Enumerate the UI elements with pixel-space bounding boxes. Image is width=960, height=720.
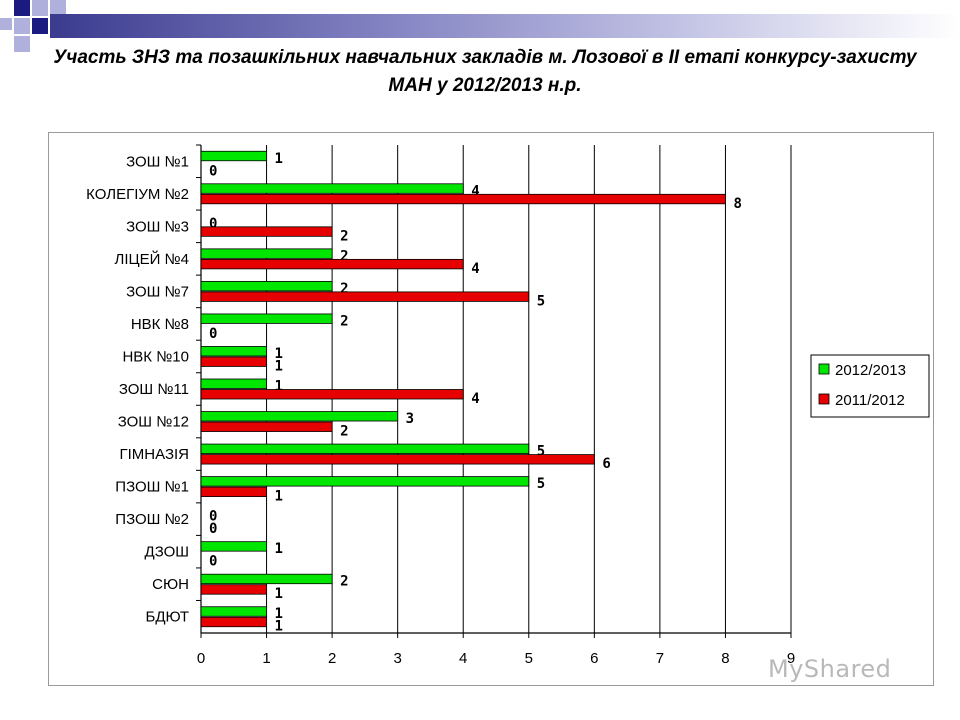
x-tick-label: 2 (328, 650, 336, 667)
data-label: 0 (209, 554, 217, 570)
x-tick-label: 1 (262, 650, 270, 667)
data-label: 2 (340, 424, 348, 440)
header-rule (50, 14, 960, 38)
category-label: КОЛЕГІУМ №2 (86, 186, 189, 203)
category-label: СЮН (152, 576, 189, 593)
legend-swatch (818, 363, 830, 375)
bar (200, 616, 267, 628)
data-label: 1 (275, 358, 283, 374)
data-label: 2 (340, 281, 348, 297)
x-tick-label: 3 (393, 650, 401, 667)
bar (200, 573, 333, 585)
data-label: 4 (471, 391, 479, 407)
page-title: Участь ЗНЗ та позашкільних навчальних за… (53, 47, 917, 96)
data-label: 6 (602, 456, 610, 472)
data-label: 8 (733, 196, 741, 212)
bar (200, 150, 267, 162)
bar (200, 584, 267, 595)
data-label: 1 (275, 489, 283, 505)
bar (200, 443, 530, 454)
category-label: ГІМНАЗІЯ (119, 446, 189, 463)
data-label: 0 (209, 216, 217, 232)
category-label: ЗОШ №11 (119, 381, 189, 398)
x-tick-label: 7 (656, 650, 664, 667)
data-label: 3 (406, 411, 414, 427)
data-label: 4 (471, 261, 479, 277)
data-label: 5 (537, 293, 545, 309)
legend-label: 2011/2012 (835, 392, 905, 409)
category-label: ЗОШ №1 (126, 153, 189, 170)
data-label: 1 (275, 151, 283, 167)
watermark-text: MyShared (768, 655, 892, 683)
category-label: ПЗОШ №1 (115, 479, 189, 496)
x-tick-label: 0 (197, 650, 205, 667)
category-label: БДЮТ (146, 609, 189, 626)
data-label: 2 (340, 228, 348, 244)
data-label: 4 (471, 183, 479, 199)
bar (200, 421, 333, 432)
data-label: 1 (275, 586, 283, 602)
category-label: ЛІЦЕЙ №4 (115, 250, 190, 268)
data-label: 1 (275, 541, 283, 557)
data-label: 0 (209, 163, 217, 179)
bar (200, 313, 333, 324)
data-label: 2 (340, 248, 348, 264)
bar (200, 193, 726, 205)
x-tick-label: 8 (721, 650, 729, 667)
data-label: 2 (340, 313, 348, 329)
category-label: ЗОШ №3 (126, 218, 189, 235)
legend-swatch (818, 393, 830, 405)
category-label: ПЗОШ №2 (115, 511, 189, 528)
data-label: 0 (209, 326, 217, 342)
bar (200, 389, 464, 400)
bar (200, 226, 333, 237)
bar (200, 356, 267, 367)
data-label: 2 (340, 574, 348, 590)
category-label: ЗОШ №7 (126, 283, 189, 300)
data-label: 5 (537, 444, 545, 460)
data-label: 1 (275, 346, 283, 362)
bar (200, 476, 530, 487)
bar (200, 291, 530, 302)
x-tick-label: 9 (787, 650, 795, 667)
data-label: 0 (209, 509, 217, 525)
bar (200, 183, 464, 194)
category-label: ЗОШ №12 (118, 414, 189, 431)
bar (200, 486, 267, 498)
chart-frame: 0 1 2 3 4 5 6 7 8 9 ЗОШ №1 1 0 КОЛЕГІУМ №2 4 8 ЗОШ №3 0 2 Л… (48, 132, 934, 686)
bar (200, 378, 267, 389)
bar (200, 606, 267, 617)
x-tick-label: 4 (459, 650, 467, 667)
category-label: ДЗОШ (145, 544, 189, 561)
x-tick-label: 5 (525, 650, 533, 667)
decorative-squares (0, 0, 66, 52)
data-label: 1 (275, 606, 283, 622)
bar (200, 258, 464, 270)
legend-label: 2012/2013 (835, 362, 906, 379)
bar (200, 411, 399, 422)
legend-box (810, 354, 930, 418)
category-label: НВК №8 (131, 316, 189, 333)
bar (200, 248, 333, 259)
category-label: НВК №10 (122, 348, 189, 365)
x-tick-label: 6 (590, 650, 598, 667)
bar (200, 541, 267, 552)
bar (200, 454, 595, 465)
bar (200, 280, 333, 292)
data-label: 1 (275, 619, 283, 635)
data-label: 5 (537, 476, 545, 492)
data-label: 1 (275, 379, 283, 395)
bar (200, 346, 267, 357)
data-label: 0 (209, 521, 217, 537)
